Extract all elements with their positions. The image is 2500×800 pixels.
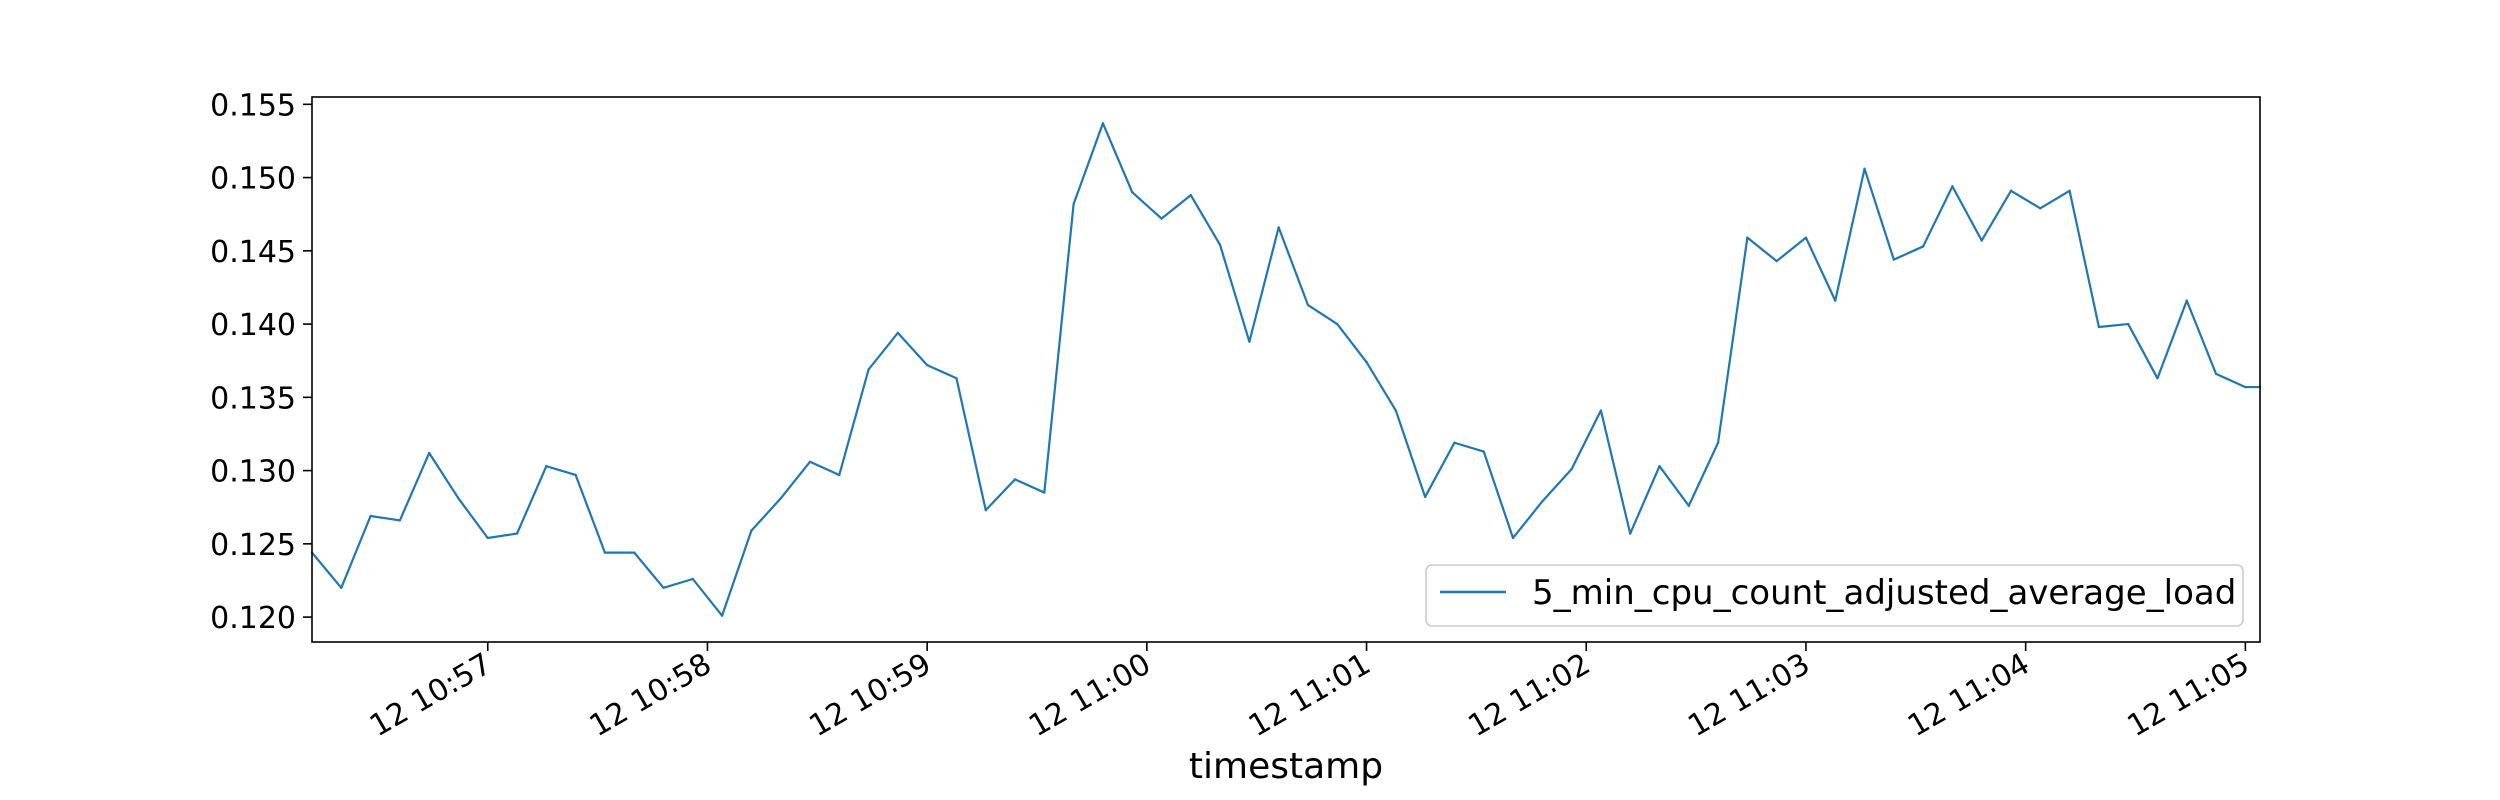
- data-point: [1687, 504, 1690, 507]
- data-point: [838, 473, 841, 477]
- data-point: [1365, 360, 1368, 364]
- x-tick-label: 12 11:05: [2122, 647, 2256, 744]
- data-point: [2214, 372, 2218, 376]
- plot-frame: [311, 96, 2261, 643]
- x-tick-label: 12 10:57: [364, 647, 498, 744]
- x-tick-label: 12 10:58: [584, 647, 718, 744]
- y-tick-label: 0.120: [210, 601, 296, 636]
- data-point: [1951, 185, 1954, 188]
- data-point: [545, 464, 548, 468]
- data-point: [1570, 467, 1573, 471]
- data-point: [2185, 299, 2188, 302]
- data-point: [1921, 245, 1925, 248]
- data-point: [955, 377, 958, 380]
- y-tick-label: 0.145: [210, 235, 296, 270]
- data-point: [1218, 243, 1222, 247]
- y-tick-label: 0.130: [210, 455, 296, 490]
- data-point: [1072, 202, 1075, 206]
- data-point: [1101, 122, 1105, 125]
- x-tick-label: 12 11:00: [1023, 647, 1157, 744]
- x-tick-label: 12 11:04: [1902, 647, 2036, 744]
- data-point: [2244, 385, 2247, 389]
- data-point: [1189, 193, 1193, 197]
- data-point: [340, 586, 343, 589]
- data-point: [2156, 377, 2159, 380]
- data-point: [427, 451, 431, 455]
- y-tick-label: 0.140: [210, 308, 296, 343]
- data-point: [398, 519, 402, 522]
- data-point: [1746, 236, 1749, 239]
- data-point: [603, 551, 607, 554]
- data-point: [1863, 167, 1866, 170]
- data-point: [1511, 536, 1515, 540]
- x-axis-title: timestamp: [1189, 746, 1383, 787]
- data-point: [1336, 322, 1339, 326]
- data-point: [1277, 226, 1280, 229]
- series-line: [311, 122, 2260, 617]
- y-tick-label: 0.155: [210, 88, 296, 123]
- data-point: [2097, 325, 2101, 329]
- data-point: [1980, 239, 1983, 242]
- data-point: [1599, 409, 1603, 412]
- x-tick-label: 12 11:01: [1243, 647, 1377, 744]
- data-point: [1482, 450, 1485, 453]
- series-line-layer: [310, 122, 2262, 617]
- data-point: [1716, 441, 1720, 444]
- data-point: [574, 473, 577, 477]
- x-axis: 12 10:57 12 10:58 12 10:59 12 11:00 12 11:01…: [364, 642, 2255, 744]
- data-point: [2009, 189, 2013, 192]
- data-point: [984, 508, 987, 512]
- data-point: [1160, 217, 1163, 220]
- data-point: [1013, 478, 1017, 481]
- data-point: [1131, 191, 1134, 194]
- data-point: [2126, 322, 2130, 326]
- data-point: [867, 368, 870, 371]
- data-point: [633, 551, 636, 554]
- data-point: [720, 614, 724, 617]
- legend-box: [1425, 564, 2244, 627]
- data-point: [486, 536, 489, 540]
- x-tick-label: 12 10:59: [803, 647, 937, 744]
- data-point: [1453, 441, 1456, 444]
- data-point: [1775, 259, 1778, 263]
- data-point: [1306, 303, 1310, 307]
- data-point: [662, 586, 665, 589]
- data-point: [1804, 236, 1808, 239]
- data-point: [1629, 532, 1632, 535]
- data-point: [2039, 207, 2042, 210]
- legend: 5_min_cpu_count_adjusted_average_load: [1425, 564, 2244, 627]
- data-point: [808, 460, 812, 463]
- data-point: [369, 514, 372, 518]
- data-point: [457, 497, 460, 500]
- data-point: [896, 331, 900, 335]
- data-point: [779, 497, 782, 500]
- y-axis: 0.120 0.125 0.130 0.135 0.140 0.145 0.150 0.155: [210, 88, 312, 636]
- data-point: [1043, 491, 1046, 494]
- x-tick-label: 12 11:02: [1463, 647, 1597, 744]
- data-point: [1892, 258, 1896, 261]
- data-point: [1658, 464, 1661, 468]
- data-point: [1423, 495, 1427, 499]
- y-tick-label: 0.135: [210, 381, 296, 416]
- x-tick-label: 12 11:03: [1682, 647, 1816, 744]
- data-point: [1248, 340, 1251, 343]
- data-point: [1541, 500, 1544, 503]
- data-point: [1834, 299, 1837, 302]
- data-point: [515, 532, 519, 535]
- data-point: [925, 363, 929, 367]
- data-point: [2068, 189, 2071, 192]
- data-point: [1394, 409, 1398, 412]
- legend-label: 5_min_cpu_count_adjusted_average_load: [1532, 573, 2236, 613]
- y-tick-label: 0.150: [210, 162, 296, 197]
- y-tick-label: 0.125: [210, 528, 296, 563]
- data-point: [691, 577, 695, 581]
- data-point: [750, 529, 753, 532]
